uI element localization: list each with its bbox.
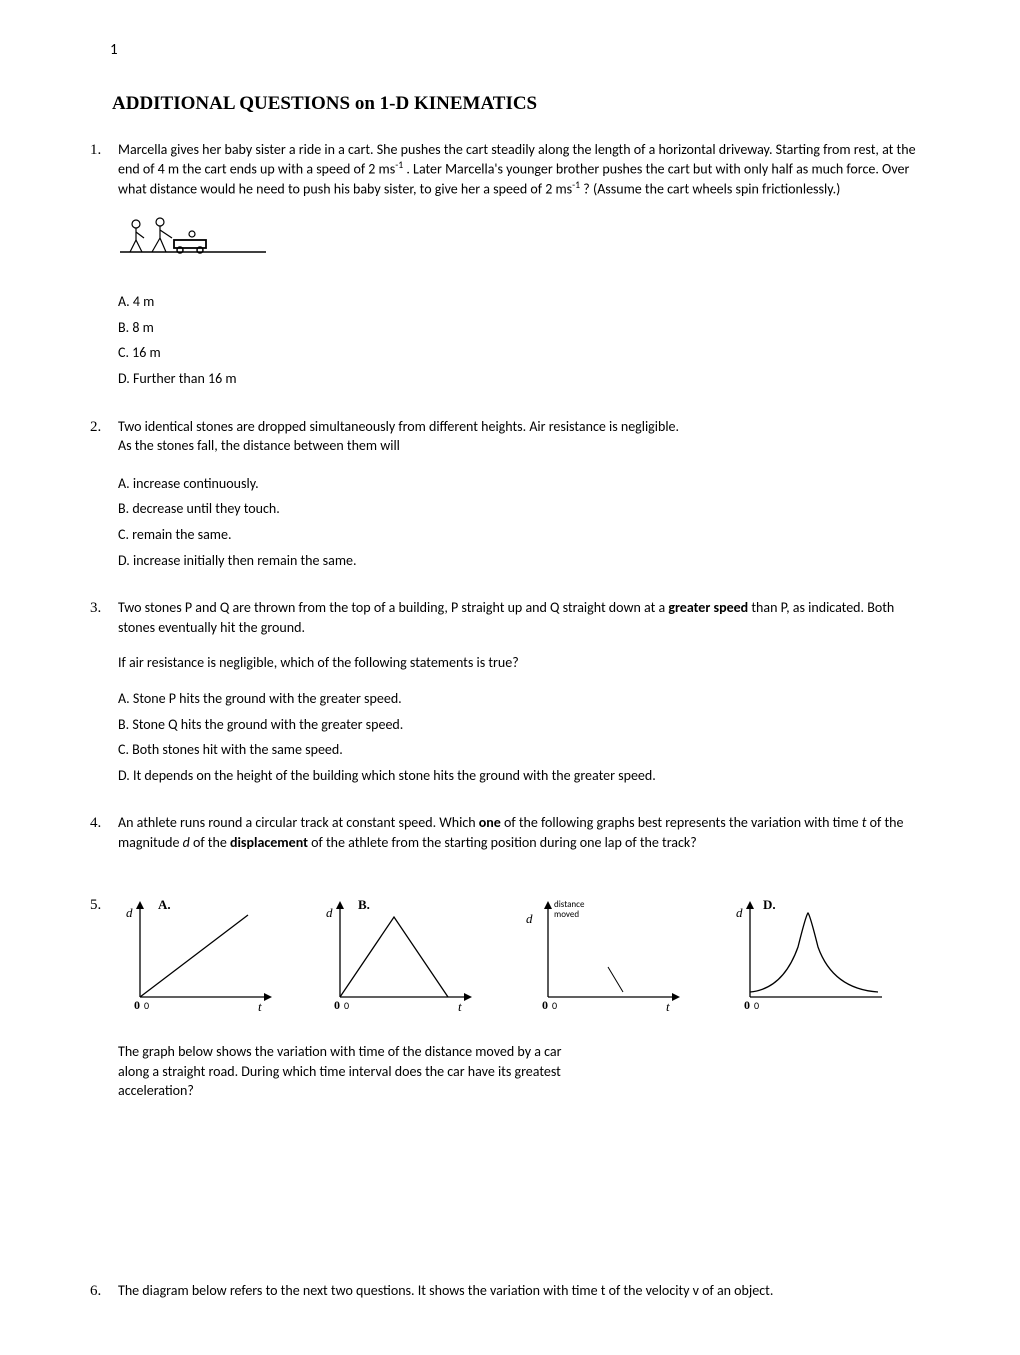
question-3: 3. Two stones P and Q are thrown from th… — [90, 598, 930, 791]
question-number-2: 2. — [90, 417, 118, 577]
svg-text:0: 0 — [334, 998, 340, 1012]
question-5: 5. A. d 0 0 t B — [90, 887, 930, 1101]
graph-row: A. d 0 0 t B. d — [118, 897, 930, 1023]
svg-text:moved: moved — [554, 909, 579, 920]
graph-c: distance moved d 0 0 t — [518, 897, 688, 1023]
option-1d: D. Further than 16 m — [118, 369, 930, 389]
option-1b: B. 8 m — [118, 318, 930, 338]
option-3d: D. It depends on the height of the build… — [118, 766, 930, 786]
question-4-text: An athlete runs round a circular track a… — [118, 813, 930, 852]
option-3c: C. Both stones hit with the same speed. — [118, 740, 930, 760]
option-3a: A. Stone P hits the ground with the grea… — [118, 689, 930, 709]
question-5-followup: The graph below shows the variation with… — [118, 1042, 578, 1101]
option-1a: A. 4 m — [118, 292, 930, 312]
question-number-5: 5. — [90, 895, 118, 1101]
question-number-3: 3. — [90, 598, 118, 791]
graph-b: B. d 0 0 t — [318, 897, 478, 1023]
option-3b: B. Stone Q hits the ground with the grea… — [118, 715, 930, 735]
question-number-1: 1. — [90, 140, 118, 395]
option-1c: C. 16 m — [118, 343, 930, 363]
svg-text:t: t — [666, 999, 670, 1014]
option-2a: A. increase continuously. — [118, 474, 930, 494]
page-number: 1 — [110, 40, 930, 61]
question-number-4: 4. — [90, 813, 118, 864]
svg-text:d: d — [326, 905, 333, 920]
option-2b: B. decrease until they touch. — [118, 499, 930, 519]
question-1-options: A. 4 m B. 8 m C. 16 m D. Further than 16… — [118, 292, 930, 388]
svg-text:d: d — [736, 905, 743, 920]
svg-text:d: d — [526, 911, 533, 926]
option-2c: C. remain the same. — [118, 525, 930, 545]
question-6: 6. The diagram below refers to the next … — [90, 1281, 930, 1313]
question-3-text: Two stones P and Q are thrown from the t… — [118, 598, 930, 637]
svg-text:B.: B. — [358, 897, 370, 912]
svg-text:0: 0 — [754, 999, 759, 1012]
question-2-text-1: Two identical stones are dropped simulta… — [118, 417, 930, 437]
question-6-text: The diagram below refers to the next two… — [118, 1281, 930, 1301]
question-4: 4. An athlete runs round a circular trac… — [90, 813, 930, 864]
cart-diagram — [118, 212, 930, 263]
document-title: ADDITIONAL QUESTIONS on 1-D KINEMATICS — [112, 91, 930, 118]
question-1: 1. Marcella gives her baby sister a ride… — [90, 140, 930, 395]
question-3-text-2: If air resistance is negligible, which o… — [118, 653, 930, 673]
svg-text:0: 0 — [134, 998, 140, 1012]
svg-text:0: 0 — [744, 998, 750, 1012]
svg-text:0: 0 — [552, 999, 557, 1012]
svg-text:0: 0 — [144, 999, 149, 1012]
question-3-options: A. Stone P hits the ground with the grea… — [118, 689, 930, 785]
graph-a: A. d 0 0 t — [118, 897, 278, 1023]
svg-text:t: t — [258, 999, 262, 1014]
svg-text:D.: D. — [763, 897, 776, 912]
question-2-options: A. increase continuously. B. decrease un… — [118, 474, 930, 570]
svg-text:0: 0 — [344, 999, 349, 1012]
graph-d: D. d 0 0 — [728, 897, 888, 1023]
svg-text:d: d — [126, 905, 133, 920]
question-1-text: Marcella gives her baby sister a ride in… — [118, 140, 930, 200]
svg-text:t: t — [458, 999, 462, 1014]
graph-a-label: A. — [158, 897, 171, 912]
question-2: 2. Two identical stones are dropped simu… — [90, 417, 930, 577]
question-number-6: 6. — [90, 1281, 118, 1313]
svg-text:0: 0 — [542, 998, 548, 1012]
option-2d: D. increase initially then remain the sa… — [118, 551, 930, 571]
question-2-text-2: As the stones fall, the distance between… — [118, 436, 930, 456]
